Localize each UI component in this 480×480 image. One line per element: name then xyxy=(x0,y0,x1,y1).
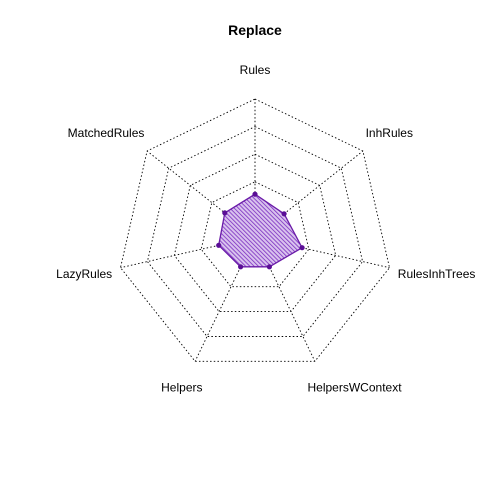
grid-ring-3 xyxy=(173,153,337,313)
axis-label-1: Rules xyxy=(240,63,271,77)
axis-label-3: RulesInhTrees xyxy=(398,267,476,281)
data-point-4 xyxy=(266,264,272,270)
data-point-7 xyxy=(222,210,228,216)
grid-ring-5 xyxy=(120,98,390,362)
axis-labels: Rules InhRules RulesInhTrees HelpersWContex… xyxy=(56,63,475,395)
grid-ring-2 xyxy=(200,181,310,288)
axis-label-4: HelpersWContext xyxy=(308,381,403,395)
data-point-1 xyxy=(252,191,258,197)
data-point-2 xyxy=(281,211,287,217)
axis-label-6: LazyRules xyxy=(56,267,112,281)
data-point-3 xyxy=(299,245,305,251)
axis-label-7: MatchedRules xyxy=(68,126,145,140)
series-area-1 xyxy=(217,193,303,268)
data-point-5 xyxy=(238,264,244,270)
grid-ring-4 xyxy=(146,126,364,337)
series-layer xyxy=(216,191,305,270)
chart-title: Replace xyxy=(228,22,282,38)
data-point-6 xyxy=(216,242,222,248)
axis-label-5: Helpers xyxy=(161,381,202,395)
axis-label-2: InhRules xyxy=(366,126,413,140)
